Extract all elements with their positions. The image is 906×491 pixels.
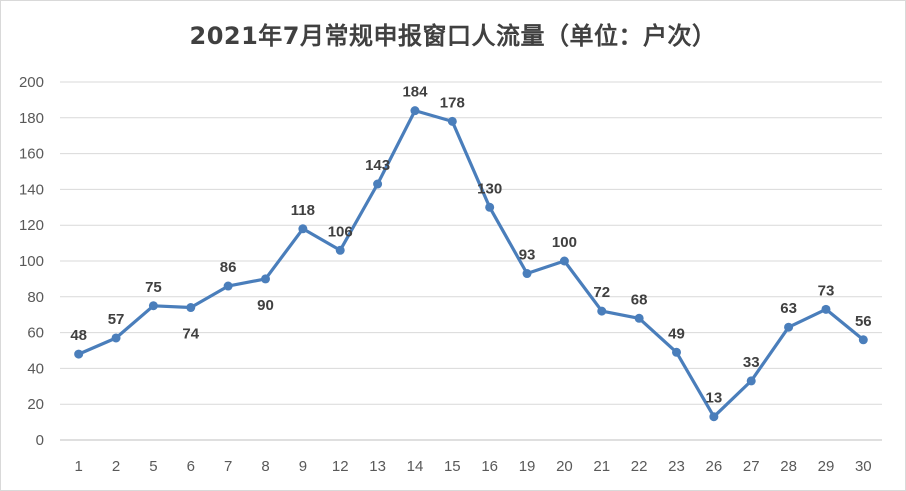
x-tick-label: 2 [112, 458, 120, 475]
data-label: 86 [220, 259, 237, 276]
data-point [634, 313, 644, 323]
data-point [821, 304, 831, 314]
data-point [410, 106, 420, 116]
data-label: 49 [668, 325, 685, 342]
data-point [559, 256, 569, 266]
data-labels: 48 57 75 74 86 90 118 106 143 184 178 130 93 100 72 68 4… [70, 84, 871, 407]
data-point [261, 274, 270, 284]
data-label: 73 [818, 282, 835, 299]
data-point [148, 301, 158, 311]
data-label: 178 [440, 94, 465, 111]
x-tick-label: 19 [519, 458, 536, 475]
y-tick-label: 20 [27, 396, 44, 413]
x-tick-label: 30 [855, 458, 872, 475]
x-tick-label: 12 [332, 458, 349, 475]
data-point [672, 347, 681, 357]
data-point [373, 179, 383, 189]
y-tick-label: 100 [19, 253, 44, 270]
data-point [74, 349, 84, 359]
y-tick-label: 180 [19, 110, 44, 127]
data-label: 106 [328, 223, 353, 240]
data-point [597, 306, 607, 316]
data-label: 130 [477, 180, 502, 197]
data-label: 93 [519, 247, 536, 264]
x-tick-label: 13 [369, 458, 386, 475]
data-point [335, 245, 345, 255]
data-label: 143 [365, 157, 390, 174]
data-label: 90 [257, 297, 274, 314]
data-label: 100 [552, 234, 577, 251]
y-tick-label: 80 [27, 289, 44, 306]
y-tick-label: 140 [19, 181, 44, 198]
gridlines [60, 81, 882, 405]
x-tick-label: 8 [261, 458, 269, 475]
x-tick-label: 15 [444, 458, 461, 475]
y-tick-label: 200 [19, 74, 44, 91]
x-tick-label: 22 [631, 458, 648, 475]
data-label: 56 [855, 313, 872, 330]
data-point [746, 376, 756, 386]
x-tick-label: 9 [299, 458, 307, 475]
y-tick-label: 40 [27, 360, 44, 377]
data-point [298, 224, 308, 234]
x-tick-label: 28 [780, 458, 797, 475]
data-point [186, 303, 196, 313]
y-tick-label: 160 [19, 146, 44, 163]
data-point [784, 322, 794, 332]
data-label: 74 [182, 326, 199, 343]
data-label: 48 [70, 327, 87, 344]
data-label: 184 [402, 84, 428, 101]
series-group [74, 106, 868, 422]
x-tick-label: 23 [668, 458, 685, 475]
data-label: 63 [780, 300, 797, 317]
x-axis: 1 2 5 6 7 8 9 12 13 14 15 16 19 20 21 22 23 26 27 28 29 30 [60, 439, 882, 475]
data-point [485, 202, 495, 212]
data-label: 72 [593, 284, 610, 301]
x-tick-label: 27 [743, 458, 760, 475]
x-tick-label: 5 [149, 458, 157, 475]
y-tick-label: 0 [36, 432, 44, 449]
y-axis: 0 20 40 60 80 100 120 140 160 180 200 [19, 74, 44, 449]
data-point [858, 335, 868, 345]
chart-title: 2021年7月常规申报窗口人流量（单位：户次） [189, 22, 717, 50]
x-tick-label: 26 [706, 458, 723, 475]
x-tick-label: 14 [407, 458, 424, 475]
y-tick-label: 60 [27, 325, 44, 342]
data-label: 68 [631, 291, 648, 308]
data-point [111, 333, 121, 343]
data-point [709, 412, 719, 422]
x-tick-label: 20 [556, 458, 573, 475]
data-label: 13 [706, 390, 723, 407]
y-tick-label: 120 [19, 217, 44, 234]
data-label: 57 [108, 311, 125, 328]
data-label: 33 [743, 354, 760, 371]
x-tick-label: 1 [75, 458, 83, 475]
data-point [223, 281, 233, 291]
data-label: 118 [291, 202, 315, 219]
x-tick-label: 7 [224, 458, 232, 475]
data-point [447, 116, 457, 126]
x-tick-label: 6 [187, 458, 195, 475]
data-point [522, 269, 532, 279]
x-tick-label: 16 [481, 458, 498, 475]
x-tick-label: 21 [593, 458, 610, 475]
data-label: 75 [145, 279, 162, 296]
x-tick-label: 29 [818, 458, 835, 475]
series-line [77, 109, 865, 419]
